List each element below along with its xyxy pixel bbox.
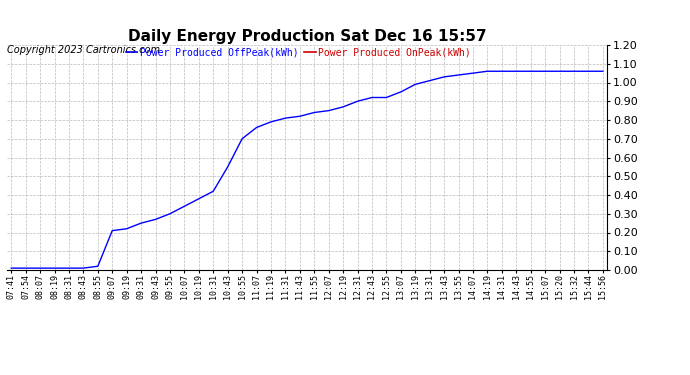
Legend: Power Produced OffPeak(kWh), Power Produced OnPeak(kWh): Power Produced OffPeak(kWh), Power Produ… [126, 48, 471, 58]
Title: Daily Energy Production Sat Dec 16 15:57: Daily Energy Production Sat Dec 16 15:57 [128, 29, 486, 44]
Text: Copyright 2023 Cartronics.com: Copyright 2023 Cartronics.com [7, 45, 160, 55]
